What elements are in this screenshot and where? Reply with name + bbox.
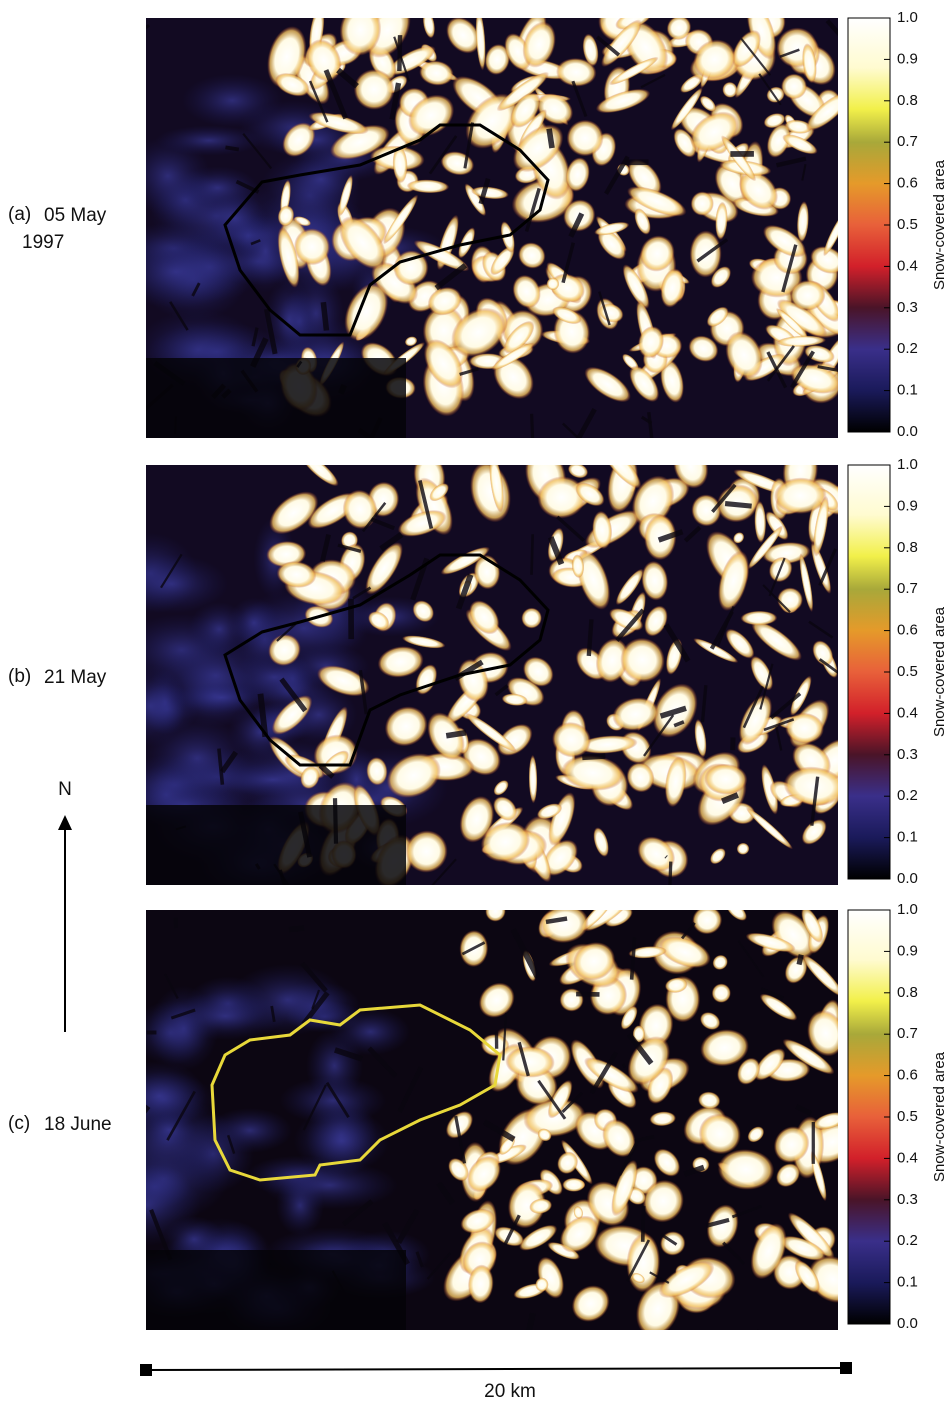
colorbar	[848, 910, 890, 1324]
colorbar-tick-label: 1.0	[897, 9, 918, 26]
panel-letter: (a)	[8, 204, 31, 225]
colorbar-tick-label: 0.5	[897, 1108, 918, 1125]
colorbars: 1.0 0.9 0.8 0.7 0.6 0.5 0.4 0.3 0.2 0.1 0.0 Snow-co…	[848, 9, 948, 1332]
colorbar	[848, 465, 890, 879]
ridge-shadow	[549, 129, 552, 148]
colorbar-tick-label: 0.8	[897, 984, 918, 1001]
low-snow	[189, 602, 250, 657]
colorbar-tick-label: 0.7	[897, 1025, 918, 1042]
colorbar-tick-label: 0.0	[897, 423, 918, 440]
colorbar-tick-label: 1.0	[897, 901, 918, 918]
colorbar-tick-label: 0.2	[897, 340, 918, 357]
colorbar-title: Snow-covered area	[931, 159, 948, 290]
low-snow	[279, 1077, 386, 1125]
low-snow	[228, 964, 348, 1036]
colorbar-tick-label: 0.4	[897, 1149, 918, 1166]
satellite-image	[107, 0, 855, 460]
scale-bar-end	[140, 1364, 152, 1376]
colorbar-tick-label: 0.4	[897, 704, 918, 721]
ridge-shadow	[532, 534, 533, 575]
colorbar-tick-label: 1.0	[897, 456, 918, 473]
ridge-shadow	[582, 756, 605, 757]
scale-bar-label: 20 km	[484, 1381, 536, 1402]
ridge-shadow	[799, 955, 801, 965]
low-snow	[125, 137, 210, 215]
satellite-images	[93, 0, 868, 1370]
colorbar-tick-label: 0.6	[897, 175, 918, 192]
colorbar-tick-label: 0.0	[897, 870, 918, 887]
scale-bar-end	[840, 1362, 852, 1374]
figure: 1.0 0.9 0.8 0.7 0.6 0.5 0.4 0.3 0.2 0.1 0.0 Snow-co…	[0, 0, 951, 1406]
colorbar-tick-label: 0.3	[897, 1191, 918, 1208]
low-snow	[107, 236, 244, 308]
low-snow	[182, 74, 283, 127]
ridge-shadow	[666, 856, 667, 857]
north-label: N	[58, 779, 72, 800]
colorbar-tick-label: 0.3	[897, 746, 918, 763]
colorbar-tick-label: 0.1	[897, 1274, 918, 1291]
ridge-shadow	[669, 862, 670, 902]
north-arrowhead	[58, 815, 72, 830]
colorbar-tick-label: 0.2	[897, 787, 918, 804]
colorbar-title: Snow-covered area	[931, 1051, 948, 1182]
colorbar-tick-label: 0.4	[897, 257, 918, 274]
colorbar-tick-label: 0.5	[897, 216, 918, 233]
panel-date: 18 June	[44, 1114, 112, 1135]
colorbar-tick-label: 0.7	[897, 133, 918, 150]
colorbar-tick-label: 0.3	[897, 299, 918, 316]
panel-date: 05 May	[44, 205, 107, 226]
panel-year: 1997	[22, 232, 64, 253]
panel-date: 21 May	[44, 667, 107, 688]
ridge-shadow	[446, 733, 466, 736]
colorbar-tick-label: 0.9	[897, 497, 918, 514]
ridge-shadow	[589, 619, 592, 656]
low-snow	[142, 1111, 195, 1149]
ridge-shadow	[143, 1106, 148, 1112]
ridge-shadow	[225, 147, 238, 149]
ridge-shadow	[757, 1330, 783, 1370]
colorbar-tick-label: 0.2	[897, 1232, 918, 1249]
panel-letter: (b)	[8, 666, 31, 687]
ridge-shadow	[623, 1065, 625, 1066]
scale-bar	[146, 1368, 846, 1370]
satellite-image	[93, 890, 868, 1370]
ridge-shadow	[725, 504, 752, 507]
colorbar-tick-label: 0.1	[897, 829, 918, 846]
colorbar-title: Snow-covered area	[931, 606, 948, 737]
colorbar-tick-label: 0.8	[897, 92, 918, 109]
colorbar-tick-label: 0.0	[897, 1315, 918, 1332]
colorbar-tick-label: 0.5	[897, 663, 918, 680]
ridge-shadow	[643, 1206, 644, 1242]
lowland	[146, 358, 406, 438]
low-snow	[114, 665, 187, 747]
lowland	[146, 805, 406, 885]
colorbar-tick-label: 0.6	[897, 622, 918, 639]
lowland	[146, 1250, 406, 1330]
colorbar-tick-label: 0.6	[897, 1067, 918, 1084]
ridge-shadow	[323, 302, 326, 330]
panel-letter: (c)	[8, 1113, 30, 1134]
low-snow	[262, 1161, 398, 1209]
colorbar-tick-label: 0.9	[897, 50, 918, 67]
colorbar-tick-label: 0.9	[897, 942, 918, 959]
ridge-shadow	[532, 414, 534, 461]
ridge-shadow	[289, 928, 304, 930]
colorbar-tick-label: 0.7	[897, 580, 918, 597]
colorbar	[848, 18, 890, 432]
ridge-shadow	[399, 35, 400, 71]
colorbar-tick-label: 0.1	[897, 382, 918, 399]
colorbar-tick-label: 0.8	[897, 539, 918, 556]
